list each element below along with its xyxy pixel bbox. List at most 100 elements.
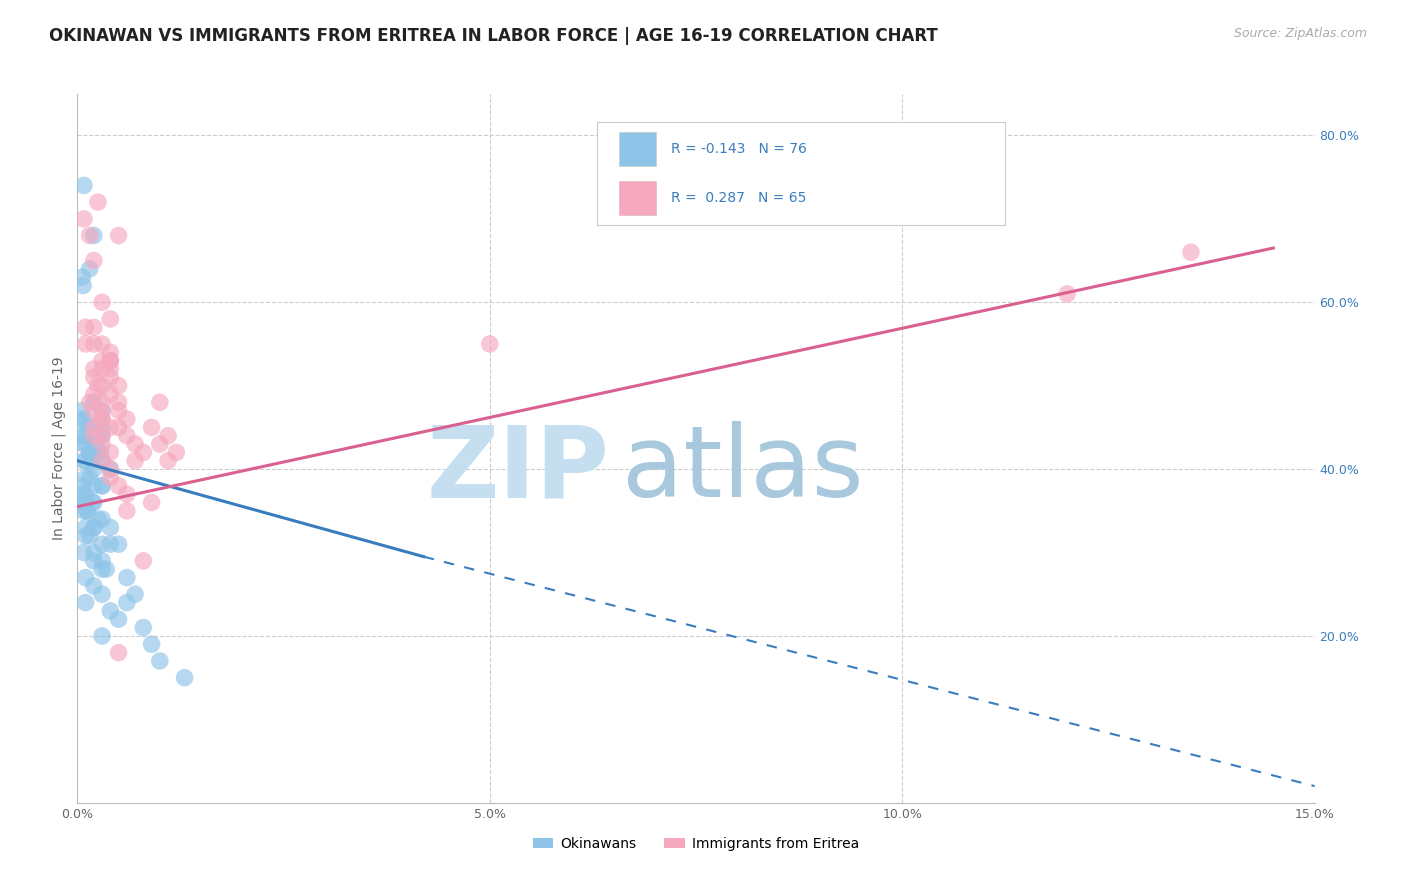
Point [1056,286,1078,301]
Point [91,428,114,442]
Point [107,403,129,417]
Point [79,445,101,459]
Point [83,370,105,384]
Point [75,320,97,334]
Point [91,362,114,376]
Point [73,495,96,509]
Point [98,420,121,434]
Text: R = -0.143   N = 76: R = -0.143 N = 76 [671,142,807,156]
Point [82,495,104,509]
Point [132,445,155,459]
Point [98,362,121,376]
Point [83,495,105,509]
Point [173,671,195,685]
Point [98,462,121,476]
Point [132,554,155,568]
Point [141,637,163,651]
Point [83,428,105,442]
Point [72,504,94,518]
Point [79,470,101,484]
Point [73,211,96,226]
Point [149,654,172,668]
Point [91,403,114,417]
Point [115,487,138,501]
Point [79,445,101,459]
Point [91,629,114,643]
Point [98,387,121,401]
Point [115,428,138,442]
Point [75,412,97,426]
FancyBboxPatch shape [619,132,657,166]
Point [83,320,105,334]
Point [107,479,129,493]
Point [83,479,105,493]
Point [165,445,187,459]
Point [91,554,114,568]
Point [91,378,114,392]
Point [98,537,121,551]
Point [83,403,105,417]
Point [107,537,129,551]
Point [83,253,105,268]
Text: OKINAWAN VS IMMIGRANTS FROM ERITREA IN LABOR FORCE | AGE 16-19 CORRELATION CHART: OKINAWAN VS IMMIGRANTS FROM ERITREA IN L… [49,27,938,45]
Point [98,462,121,476]
Point [83,387,105,401]
Point [132,621,155,635]
Point [76,420,98,434]
Point [98,470,121,484]
Point [75,454,97,468]
Point [83,462,105,476]
Point [141,420,163,434]
Point [75,495,97,509]
Point [107,612,129,626]
Point [1180,245,1202,260]
Point [98,370,121,384]
Point [478,337,501,351]
Point [98,345,121,359]
Point [98,312,121,326]
Point [107,395,129,409]
Point [79,529,101,543]
Point [115,596,138,610]
Text: ZIP: ZIP [426,421,609,518]
Point [107,228,129,243]
Point [75,487,97,501]
Point [83,437,105,451]
Point [91,412,114,426]
Point [72,479,94,493]
Point [91,587,114,601]
Point [75,470,97,484]
Point [72,278,94,293]
Point [91,353,114,368]
Point [157,428,180,442]
Point [124,437,146,451]
Point [89,445,111,459]
FancyBboxPatch shape [619,180,657,215]
Point [98,353,121,368]
Point [107,378,129,392]
Point [83,554,105,568]
Point [98,353,121,368]
Point [83,520,105,534]
Point [96,562,118,576]
Point [91,437,114,451]
Point [70,403,93,417]
Point [72,428,94,442]
Point [83,362,105,376]
Point [107,420,129,434]
Point [91,412,114,426]
Point [91,420,114,434]
Point [76,504,98,518]
Point [107,646,129,660]
Point [79,395,101,409]
Point [91,428,114,442]
Point [87,378,110,392]
Point [75,337,97,351]
Point [73,454,96,468]
Point [72,487,94,501]
Point [79,261,101,276]
Point [98,520,121,534]
Point [98,445,121,459]
FancyBboxPatch shape [598,122,1005,225]
Point [83,228,105,243]
